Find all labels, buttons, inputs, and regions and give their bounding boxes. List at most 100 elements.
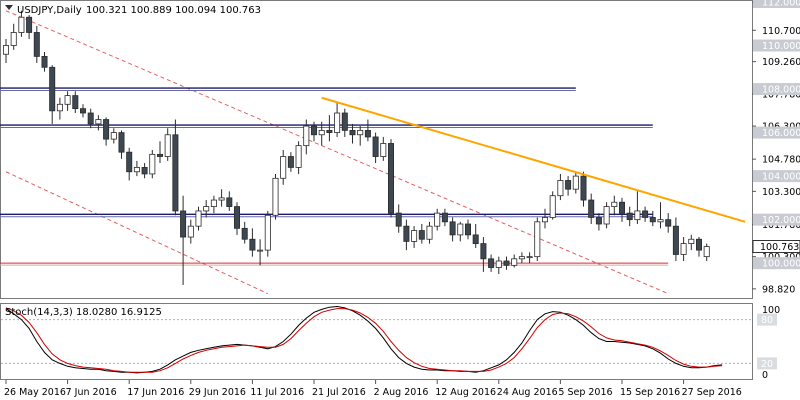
bull-candle-body bbox=[218, 197, 225, 201]
bull-candle-body bbox=[164, 134, 171, 157]
bull-candle-body bbox=[357, 130, 364, 136]
stoch-scale-label: 100 bbox=[762, 305, 780, 316]
bull-candle-body bbox=[426, 225, 433, 240]
bear-candle-body bbox=[364, 130, 371, 138]
bear-candle-body bbox=[619, 201, 626, 214]
candle bbox=[495, 256, 502, 275]
bear-candle-body bbox=[665, 219, 672, 227]
bull-candle-body bbox=[257, 249, 264, 252]
candle bbox=[665, 213, 672, 233]
candle bbox=[72, 91, 79, 113]
bull-candle-body bbox=[3, 45, 9, 55]
candle bbox=[341, 108, 348, 137]
candle bbox=[488, 254, 495, 272]
bull-candle-body bbox=[457, 223, 464, 236]
bear-candle-body bbox=[118, 132, 125, 153]
bear-candle-body bbox=[310, 125, 317, 136]
bull-candle-body bbox=[110, 132, 117, 140]
candle bbox=[426, 221, 433, 244]
date-tick-label: 21 Jul 2016 bbox=[312, 387, 366, 398]
bull-candle-body bbox=[264, 214, 271, 251]
candle bbox=[403, 219, 410, 251]
bull-candle-body bbox=[518, 256, 525, 260]
candle bbox=[703, 243, 710, 261]
candle bbox=[549, 191, 556, 220]
chart-header: USDJPY,Daily 100.321 100.889 100.094 100… bbox=[5, 5, 261, 16]
bull-candle-body bbox=[280, 156, 287, 179]
candle bbox=[619, 197, 626, 222]
candle bbox=[126, 147, 133, 181]
stoch-levels bbox=[1, 319, 752, 364]
candle bbox=[172, 119, 179, 216]
bear-candle-body bbox=[449, 221, 456, 236]
candle bbox=[472, 224, 479, 248]
bull-candle-body bbox=[10, 32, 17, 46]
collapse-triangle-icon[interactable] bbox=[5, 5, 13, 10]
bear-candle-body bbox=[141, 167, 148, 175]
bull-candle-body bbox=[611, 201, 618, 207]
candle bbox=[203, 200, 210, 218]
bear-candle-body bbox=[565, 180, 572, 190]
stoch-panel: 80 20 100 0 Stoch(14,3,3) 18.0280 16.9125 bbox=[0, 303, 780, 381]
candle bbox=[80, 104, 87, 118]
bear-candle-body bbox=[503, 260, 510, 266]
bear-candle-body bbox=[341, 112, 348, 131]
candle bbox=[357, 126, 364, 146]
current-price-label: 100.763 bbox=[760, 242, 799, 253]
bull-candle-body bbox=[534, 221, 541, 258]
bear-candle-body bbox=[418, 230, 425, 240]
candle bbox=[257, 239, 264, 266]
candle bbox=[110, 128, 117, 144]
candle bbox=[264, 210, 271, 257]
bull-candle-body bbox=[634, 210, 641, 221]
date-axis: 26 May 2016 7 Jun 2016 17 Jun 2016 29 Jun 2… bbox=[4, 380, 742, 398]
price-level-label: 106.000 bbox=[762, 128, 800, 139]
bear-candle-body bbox=[41, 56, 48, 68]
bull-candle-body bbox=[303, 125, 310, 147]
candle bbox=[480, 237, 487, 272]
price-level-label: 100.000 bbox=[762, 259, 800, 270]
price-level-label-bg bbox=[753, 126, 800, 139]
stoch-level-label-bg bbox=[757, 357, 777, 370]
candle bbox=[3, 39, 9, 63]
price-level-label-bg bbox=[753, 257, 800, 270]
bull-candle-body bbox=[657, 219, 664, 223]
bear-candle-body bbox=[126, 151, 133, 173]
candle bbox=[49, 65, 56, 124]
date-tick-label: 17 Jun 2016 bbox=[127, 387, 184, 398]
descending-trendline bbox=[321, 96, 746, 223]
stoch-level-label: 80 bbox=[761, 315, 773, 326]
price-level-label-bg bbox=[753, 0, 800, 8]
candle bbox=[503, 256, 510, 270]
candle bbox=[542, 208, 549, 229]
bull-candle-body bbox=[210, 199, 217, 207]
bull-candle-body bbox=[318, 130, 325, 136]
bull-candle-body bbox=[18, 16, 25, 33]
candle bbox=[696, 237, 703, 257]
candle bbox=[287, 152, 294, 172]
candle bbox=[64, 91, 71, 111]
candle bbox=[103, 117, 110, 146]
bear-candle-body bbox=[672, 225, 679, 255]
price-level-label: 102.000 bbox=[762, 215, 800, 226]
candle bbox=[464, 219, 471, 240]
bull-candle-body bbox=[511, 258, 518, 266]
price-tick-label: 110.700 bbox=[762, 26, 800, 37]
candle bbox=[26, 15, 33, 39]
stoch-axis: 80 20 100 0 bbox=[757, 305, 780, 381]
candle bbox=[303, 119, 310, 155]
bear-candle-body bbox=[649, 217, 656, 223]
candle bbox=[387, 139, 394, 218]
bear-candle-body bbox=[233, 206, 240, 229]
candles bbox=[3, 10, 710, 285]
date-tick-label: 26 May 2016 bbox=[4, 387, 66, 398]
bear-candle-body bbox=[642, 210, 649, 218]
bear-candle-body bbox=[72, 95, 79, 110]
candle bbox=[56, 97, 63, 120]
bear-candle-body bbox=[372, 136, 379, 157]
price-tick-label: 104.780 bbox=[762, 155, 800, 166]
candle bbox=[611, 195, 618, 216]
candle bbox=[565, 176, 572, 196]
bear-candle-body bbox=[349, 130, 356, 136]
date-tick-label: 12 Aug 2016 bbox=[435, 387, 496, 398]
